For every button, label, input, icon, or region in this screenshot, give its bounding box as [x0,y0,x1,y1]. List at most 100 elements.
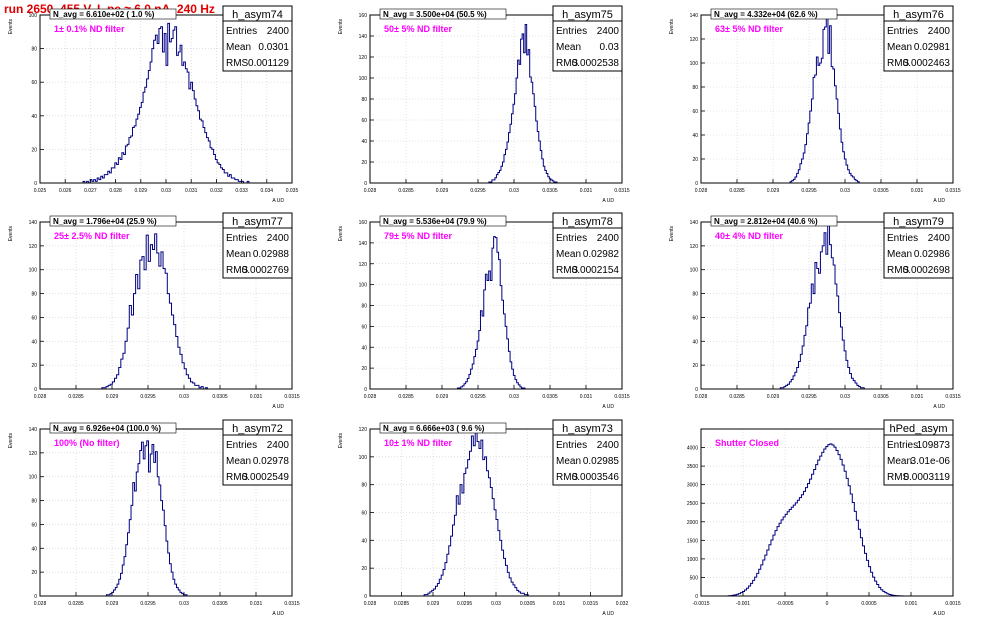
histogram-panel: 0.025 0.026 0.027 0.028 0.029 0.03 0.031 0.032 0… [8,5,299,204]
x-tick-label: 0.031 [911,188,924,194]
stats-box [552,212,623,279]
y-tick-label: 500 [690,575,699,581]
x-tick-label: 0.03 [161,188,171,194]
x-tick-label: 0.031 [580,188,593,194]
stats-value: 2400 [928,233,951,244]
y-tick-label: 100 [690,268,699,274]
stats-label: Mean [556,249,581,260]
stats-value: 0.0002549 [242,472,290,483]
stats-value: 3.01e-06 [911,456,951,467]
stats-box [552,5,623,72]
y-tick-label: 20 [361,160,367,166]
stats-value: 0.0002463 [903,58,951,69]
y-tick-label: 100 [359,283,368,289]
y-tick-label: 1500 [687,538,698,544]
navg-box [710,215,838,227]
y-tick-label: 80 [31,292,37,298]
x-tick-label: 0.031 [580,394,593,400]
filter-annotation: 50± 5% ND filter [384,24,452,34]
y-tick-label: 140 [29,427,38,433]
x-tick-label: -0.001 [736,601,750,607]
y-tick-label: 40 [692,339,698,345]
x-tick-label: 0.0305 [873,394,889,400]
x-tick-label: 0.0315 [284,394,300,400]
stats-value: 0.02978 [253,456,290,467]
navg-label: N_avg = 4.332e+04 (62.6 %) [714,10,818,19]
y-axis-label: Events [338,433,344,449]
navg-box [379,422,507,434]
x-tick-label: 0.0285 [398,394,414,400]
stats-label: Entries [887,26,918,37]
navg-label: N_avg = 3.500e+04 (50.5 %) [383,10,487,19]
stats-box [222,5,293,72]
stats-label: Entries [887,440,918,451]
y-tick-label: 160 [359,13,368,19]
x-tick-label: 0.035 [286,188,299,194]
histogram-panel: 0.028 0.0285 0.029 0.0295 0.03 0.0305 0.031 0.0… [8,419,300,617]
x-tick-label: 0.032 [616,601,629,607]
x-axis-label: A UD [602,611,614,617]
stats-label: Entries [887,233,918,244]
x-tick-label: 0.03 [491,601,501,607]
filter-annotation: 100% (No filter) [54,438,120,448]
y-tick-label: 120 [359,262,368,268]
y-tick-label: 20 [361,366,367,372]
stats-label: Mean [887,456,912,467]
y-tick-label: 160 [359,220,368,226]
stats-label: RMS [887,58,910,69]
stats-value: 0.02988 [253,249,290,260]
navg-box [379,215,507,227]
y-tick-label: 140 [359,241,368,247]
stats-label: Entries [556,26,587,37]
y-tick-label: 140 [690,13,699,19]
y-tick-label: 40 [31,339,37,345]
x-tick-label: 0.0295 [457,601,473,607]
y-axis-label: Events [8,226,14,242]
x-tick-label: -0.0005 [777,601,794,607]
x-tick-label: 0.001 [905,601,918,607]
x-tick-label: 0.029 [436,188,449,194]
histogram-panel: 0.028 0.0285 0.029 0.0295 0.03 0.0305 0.031 0.0… [669,212,961,410]
y-tick-label: 3500 [687,464,698,470]
y-tick-label: 4000 [687,446,698,452]
y-tick-label: 100 [29,268,38,274]
y-tick-label: 100 [29,13,38,19]
x-tick-label: 0.0295 [140,394,156,400]
stats-title: h_asym79 [893,216,944,228]
x-tick-label: 0.028 [695,188,708,194]
x-tick-label: 0.028 [364,601,377,607]
histogram-panel: -0.0015 -0.001 -0.0005 0 0.0005 0.001 0.0015 0 5… [687,419,961,617]
x-tick-label: 0.031 [553,601,566,607]
stats-label: Mean [887,42,912,53]
stats-title: h_asym76 [893,9,944,21]
stats-value: 109873 [917,440,951,451]
stats-value: 0.02986 [914,249,951,260]
navg-box [49,422,177,434]
x-axis-label: A UD [933,611,945,617]
navg-label: N_avg = 5.536e+04 (79.9 %) [383,217,487,226]
y-tick-label: 80 [361,97,367,103]
x-tick-label: 0.0295 [470,188,486,194]
x-tick-label: 0.031 [250,394,263,400]
y-tick-label: 80 [692,292,698,298]
x-tick-label: 0.0305 [212,394,228,400]
stats-value: 2400 [928,26,951,37]
stats-value: 2400 [267,26,290,37]
y-tick-label: 120 [29,451,38,457]
x-tick-label: 0.0285 [68,394,84,400]
y-tick-label: 140 [690,220,699,226]
stats-value: 0.0002154 [572,265,620,276]
y-tick-label: 120 [359,55,368,61]
y-axis-label: Events [8,433,14,449]
histogram-line [780,15,896,184]
stats-value: 2400 [597,26,620,37]
y-tick-label: 20 [31,147,37,153]
x-tick-label: 0.033 [235,188,248,194]
stats-label: RMS [226,472,249,483]
x-axis-label: A UD [272,404,284,410]
stats-value: 0.0301 [258,42,289,53]
y-tick-label: 80 [361,483,367,489]
y-axis-label: Events [669,19,675,35]
x-tick-label: 0.0305 [542,188,558,194]
navg-box [49,8,177,20]
